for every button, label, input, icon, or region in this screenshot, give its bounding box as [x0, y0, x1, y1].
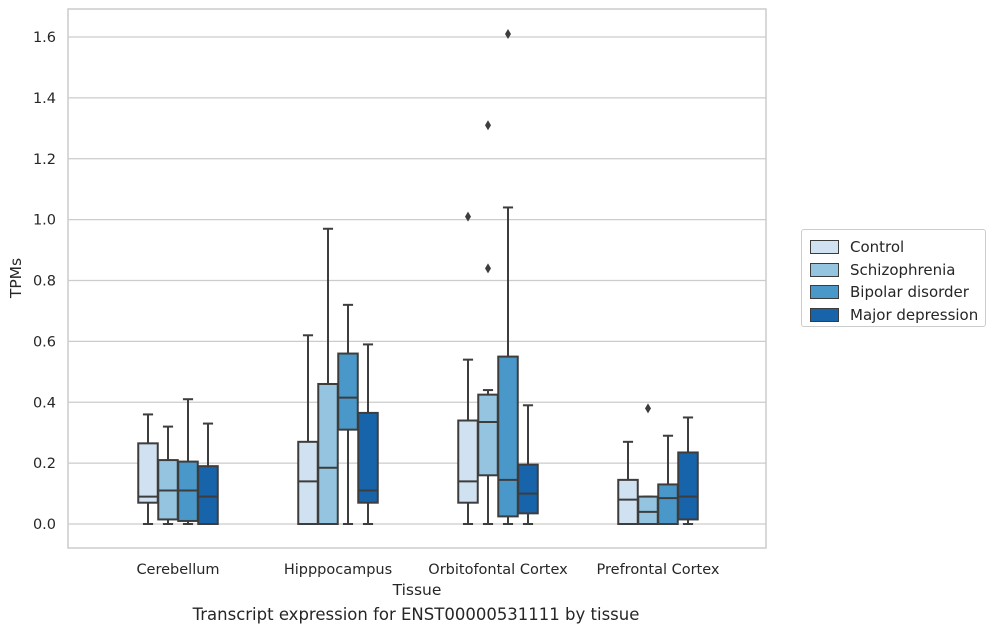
- legend-swatch: [810, 307, 839, 322]
- y-tick-label: 0.0: [33, 517, 56, 533]
- y-axis-label: TPMs: [7, 258, 25, 299]
- box-major-depression: [677, 416, 699, 525]
- legend-swatch: [810, 285, 839, 300]
- legend-item: Schizophrenia: [810, 259, 985, 282]
- outlier-point: [485, 120, 491, 131]
- legend-swatch: [810, 240, 839, 255]
- x-tick-label: Prefrontal Cortex: [597, 562, 720, 578]
- box-body: [657, 483, 679, 525]
- box-series: [137, 28, 699, 526]
- box-major-depression: [357, 343, 379, 525]
- x-tick-labels: Cerebellum Hipppocampus Orbitofontal Corte…: [136, 562, 719, 578]
- figure-caption: Transcript expression for ENST0000053111…: [192, 605, 640, 624]
- y-tick-label: 1.0: [33, 213, 56, 229]
- box-bipolar-disorder: [337, 303, 359, 525]
- box-body: [497, 355, 519, 518]
- box-body: [457, 419, 479, 504]
- y-tick-label: 1.4: [33, 91, 56, 107]
- x-axis-label: Tissue: [392, 581, 442, 599]
- box-bipolar-disorder: [497, 28, 519, 525]
- outlier-point: [485, 263, 491, 274]
- box-body: [197, 465, 219, 526]
- legend-label: Major depression: [850, 305, 979, 324]
- legend-item: Control: [810, 236, 985, 259]
- box-body: [637, 495, 659, 526]
- box-body: [137, 442, 159, 504]
- box-body: [357, 411, 379, 504]
- box-schizophrenia: [317, 227, 339, 525]
- x-tick-label: Orbitofontal Cortex: [428, 562, 568, 578]
- outlier-point: [645, 403, 651, 414]
- box-body: [337, 352, 359, 431]
- x-tick-label: Cerebellum: [136, 562, 219, 578]
- outlier-point: [505, 28, 511, 39]
- box-schizophrenia: [637, 403, 659, 526]
- box-control: [137, 413, 159, 525]
- box-body: [477, 393, 499, 477]
- legend-label: Bipolar disorder: [850, 283, 969, 302]
- box-major-depression: [197, 422, 219, 526]
- legend-label: Schizophrenia: [850, 260, 956, 279]
- legend-label: Control: [850, 238, 905, 257]
- box-schizophrenia: [477, 120, 499, 525]
- y-tick-label: 0.2: [33, 456, 56, 472]
- plot-frame: [67, 8, 767, 549]
- box-major-depression: [517, 404, 539, 525]
- y-tick-label: 0.6: [33, 334, 56, 350]
- outlier-point: [465, 211, 471, 222]
- y-tick-label: 1.2: [33, 152, 56, 168]
- y-tick-label: 0.4: [33, 395, 56, 411]
- box-body: [517, 463, 539, 515]
- x-tick-label: Hipppocampus: [284, 562, 392, 578]
- legend-item: Major depression: [810, 304, 985, 327]
- legend: Control Schizophrenia Bipolar disorder Majo…: [801, 229, 986, 327]
- box-body: [317, 382, 339, 525]
- box-body: [617, 478, 639, 526]
- legend-item: Bipolar disorder: [810, 281, 985, 304]
- box-body: [297, 440, 319, 526]
- y-tick-label: 1.6: [33, 30, 56, 46]
- y-tick-label: 0.8: [33, 274, 56, 290]
- box-body: [677, 451, 699, 521]
- y-tick-labels: 0.0 0.2 0.4 0.6 0.8 1.0 1.2 1.4 1.6: [33, 30, 56, 533]
- plot-area: [68, 9, 766, 548]
- legend-swatch: [810, 262, 839, 277]
- box-bipolar-disorder: [177, 398, 199, 525]
